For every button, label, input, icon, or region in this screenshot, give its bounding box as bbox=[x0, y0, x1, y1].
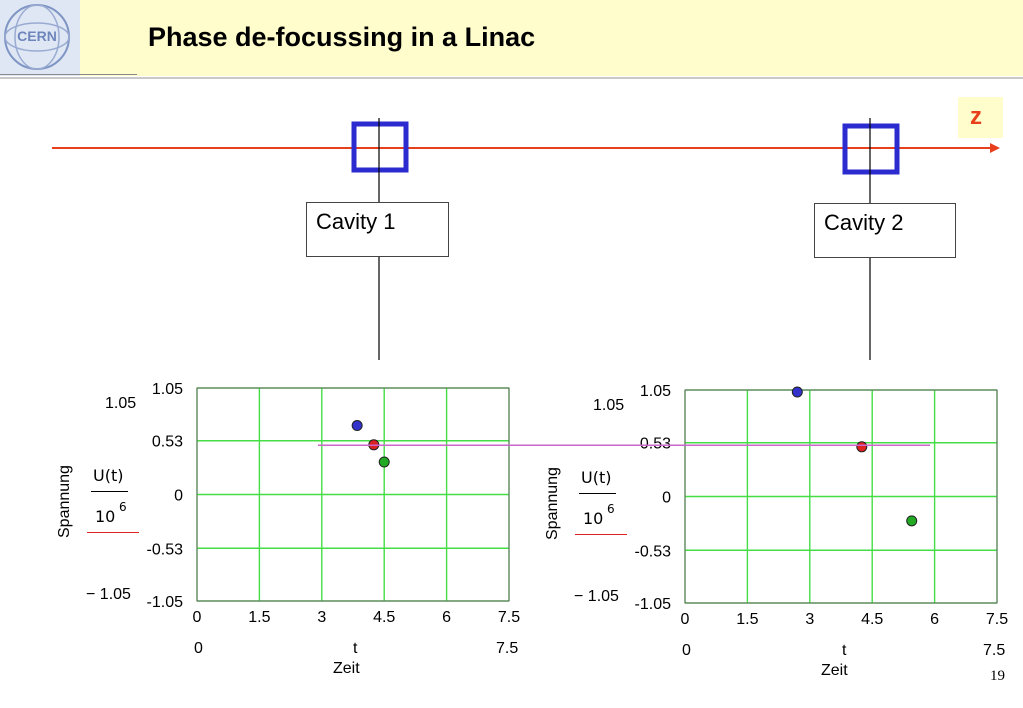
chart-2-y-tick-label: 0.53 bbox=[640, 436, 671, 453]
chart-1-y-tick-label: 1.05 bbox=[152, 381, 183, 398]
chart-2-border bbox=[684, 389, 998, 604]
chart-1-x-axis-title: Zeit bbox=[333, 660, 360, 677]
chart-2-x-tick-label: 6 bbox=[930, 611, 939, 628]
cavity-2-label: Cavity 2 bbox=[814, 203, 956, 258]
slide-title: Phase de-focussing in a Linac bbox=[148, 22, 536, 52]
chart-2-xmin-label: 0 bbox=[682, 642, 691, 659]
chart-1-x-tick-label: 0 bbox=[193, 609, 202, 626]
chart-2-particle-point bbox=[906, 515, 918, 527]
chart-2-particle-point bbox=[791, 386, 803, 398]
chart-1-xmin-label: 0 bbox=[194, 640, 203, 657]
chart-2-fraction-bar bbox=[579, 493, 616, 494]
chart-1-y-tick-label: -1.05 bbox=[147, 594, 184, 611]
chart-2-x-tick-label: 0 bbox=[681, 611, 690, 628]
cavity-1-outline bbox=[351, 121, 409, 173]
chart-2-x-variable: t bbox=[842, 642, 847, 659]
chart-1-y-denominator: 10 bbox=[95, 507, 116, 526]
page-number: 19 bbox=[990, 668, 1005, 684]
header-divider bbox=[0, 74, 137, 75]
chart-1-particle-point bbox=[351, 420, 363, 432]
cavity-2-outline bbox=[842, 123, 900, 175]
chart-2-y-tick-label: -1.05 bbox=[635, 596, 672, 613]
header-band bbox=[0, 0, 1023, 76]
chart-1-y-tick-label: 0 bbox=[174, 488, 183, 505]
chart-2-x-tick-label: 3 bbox=[805, 611, 814, 628]
chart-1-y-tick-label: 0.53 bbox=[152, 434, 183, 451]
chart-1-border bbox=[196, 387, 510, 602]
chart-2-x-tick-label: 1.5 bbox=[736, 611, 758, 628]
chart-1-y-numerator: U(t) bbox=[93, 466, 124, 485]
chart-1-x-tick-label: 4.5 bbox=[373, 609, 395, 626]
chart-1-red-underline bbox=[87, 532, 139, 533]
chart-1-x-tick-label: 7.5 bbox=[498, 609, 520, 626]
chart-2-ymax-label: 1.05 bbox=[593, 397, 625, 414]
chart-1-y-tick-label: -0.53 bbox=[147, 541, 184, 558]
chart-2-y-tick-label: -0.53 bbox=[635, 543, 672, 560]
z-label-box bbox=[958, 97, 1003, 138]
chart-2-y-numerator: U(t) bbox=[581, 468, 612, 487]
chart-1-x-tick-label: 6 bbox=[442, 609, 451, 626]
chart-2-x-tick-label: 4.5 bbox=[861, 611, 883, 628]
beam-arrowhead bbox=[990, 143, 1000, 153]
header-underline bbox=[0, 77, 1023, 79]
chart-1-x-variable: t bbox=[353, 640, 358, 657]
logo-text: CERN bbox=[17, 28, 57, 44]
chart-2-x-tick-label: 7.5 bbox=[986, 611, 1008, 628]
chart-2-y-denominator: 10 bbox=[583, 509, 604, 528]
chart-1-particle-point bbox=[378, 456, 390, 468]
chart-1-ymin-label: − 1.05 bbox=[86, 586, 131, 603]
cern-logo: CERN bbox=[0, 0, 80, 76]
chart-1-fraction-bar bbox=[91, 491, 128, 492]
chart-2-particle-point bbox=[856, 441, 868, 453]
chart-1-x-tick-label: 3 bbox=[317, 609, 326, 626]
chart-2-xmax-label: 7.5 bbox=[983, 642, 1006, 659]
chart-1-ymax-label: 1.05 bbox=[105, 395, 137, 412]
chart-2-x-axis-title: Zeit bbox=[821, 662, 848, 679]
chart-2-ymin-label: − 1.05 bbox=[574, 588, 619, 605]
chart-1-y-exponent: 6 bbox=[119, 500, 127, 514]
chart-1-xmax-label: 7.5 bbox=[496, 640, 519, 657]
z-axis-label: z bbox=[970, 103, 982, 130]
chart-2-y-exponent: 6 bbox=[607, 502, 615, 516]
chart-2-y-tick-label: 1.05 bbox=[640, 383, 671, 400]
chart-1-x-tick-label: 1.5 bbox=[248, 609, 270, 626]
chart-2-y-tick-label: 0 bbox=[662, 490, 671, 507]
chart-2-red-underline bbox=[575, 534, 627, 535]
cavity-1-label: Cavity 1 bbox=[306, 202, 449, 257]
